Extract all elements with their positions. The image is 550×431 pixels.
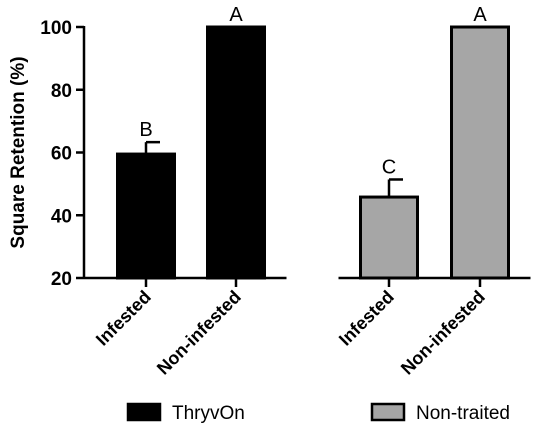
bar-1-1 bbox=[116, 152, 176, 280]
category-label-1-1: Infested bbox=[92, 287, 155, 350]
significance-label-2-2: A bbox=[473, 4, 487, 26]
bar-1-2 bbox=[206, 25, 266, 280]
y-axis: 20 40 60 80 100 bbox=[40, 18, 86, 290]
legend-label-2: Non-traited bbox=[416, 403, 510, 424]
bar-2-2 bbox=[450, 25, 510, 280]
legend-label-1: ThryvOn bbox=[172, 403, 245, 424]
y-tick-label-60: 60 bbox=[51, 144, 72, 165]
legend: ThryvOn Non-traited bbox=[126, 402, 510, 424]
bars-layer: B A C A bbox=[116, 4, 510, 280]
y-tick-label-20: 20 bbox=[51, 269, 72, 290]
bar-2-1 bbox=[359, 195, 419, 280]
y-axis-label: Square Retention (%) bbox=[8, 56, 29, 248]
y-tick-label-40: 40 bbox=[51, 206, 72, 227]
category-label-1-2: Non-infested bbox=[153, 287, 245, 379]
legend-swatch-2 bbox=[370, 402, 406, 422]
y-tick-label-80: 80 bbox=[51, 81, 72, 102]
significance-label-1-2: A bbox=[229, 4, 243, 26]
category-label-2-2: Non-infested bbox=[397, 287, 489, 379]
y-tick-label-100: 100 bbox=[40, 18, 72, 39]
category-label-2-1: Infested bbox=[335, 287, 398, 350]
significance-label-2-1: C bbox=[382, 156, 396, 178]
significance-label-1-1: B bbox=[139, 119, 152, 141]
legend-swatch-1 bbox=[126, 402, 162, 422]
